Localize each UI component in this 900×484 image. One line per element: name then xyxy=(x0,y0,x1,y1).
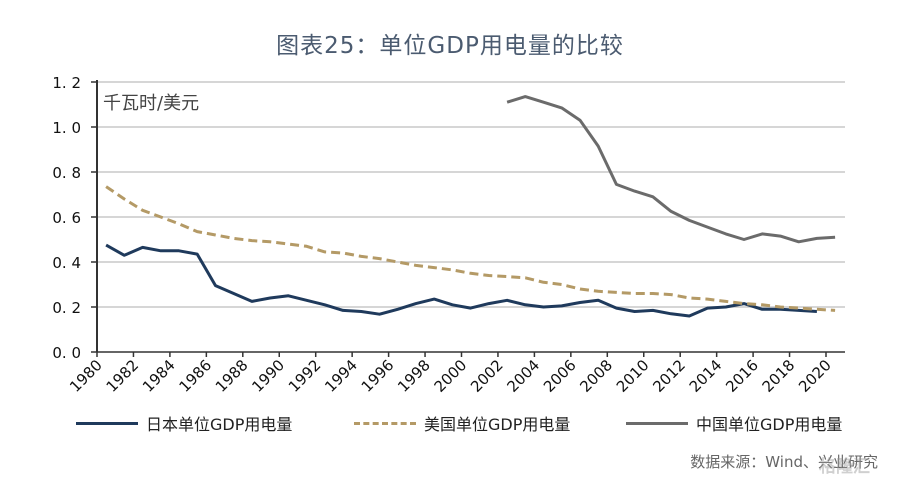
watermark: 格隆汇 xyxy=(819,457,870,477)
axes xyxy=(91,80,845,357)
x-tick-label: 2010 xyxy=(613,356,653,396)
legend-item-us[interactable]: 美国单位GDP用电量 xyxy=(354,411,570,435)
legend-item-japan[interactable]: 日本单位GDP用电量 xyxy=(76,411,292,435)
x-tick-label: 1980 xyxy=(66,356,106,396)
y-tick-label: 0. 2 xyxy=(52,299,81,317)
series-line-japan xyxy=(105,243,817,318)
x-tick-label: 2000 xyxy=(431,356,471,396)
legend-swatch-japan xyxy=(76,421,138,425)
y-tick-label: 1. 0 xyxy=(52,119,81,137)
gridlines xyxy=(97,81,845,308)
legend-swatch-china xyxy=(626,421,688,425)
x-tick-label: 1996 xyxy=(358,356,398,396)
x-tick-label: 2006 xyxy=(540,356,580,396)
x-tick-label: 2012 xyxy=(649,356,689,396)
x-tick-label: 2016 xyxy=(722,356,762,396)
y-tick-label: 0. 8 xyxy=(52,164,81,182)
y-tick-label: 0. 4 xyxy=(52,254,81,272)
x-tick-label: 1990 xyxy=(248,356,288,396)
x-tick-labels: 1980198219841986198819901992199419961998… xyxy=(66,356,835,396)
x-tick-label: 2020 xyxy=(795,356,835,396)
legend-label-japan: 日本单位GDP用电量 xyxy=(146,415,293,434)
x-tick-label: 1988 xyxy=(212,356,252,396)
x-tick-label: 2004 xyxy=(503,356,543,396)
x-tick-label: 2002 xyxy=(467,356,507,396)
x-tick-label: 1984 xyxy=(139,356,179,396)
x-tick-label: 2018 xyxy=(759,356,799,396)
chart-title: 图表25：单位GDP用电量的比较 xyxy=(276,33,624,59)
x-tick-label: 1994 xyxy=(321,356,361,396)
x-tick-label: 1982 xyxy=(103,356,143,396)
y-tick-labels: 0. 0 0. 2 0. 4 0. 6 0. 8 1. 0 1. 2 xyxy=(52,74,81,362)
x-tick-label: 2014 xyxy=(686,356,726,396)
legend-item-china[interactable]: 中国单位GDP用电量 xyxy=(626,411,842,435)
x-tick-label: 1998 xyxy=(394,356,434,396)
x-tick-label: 1992 xyxy=(285,356,325,396)
source-note: 数据来源：Wind、兴业研究 xyxy=(690,453,878,471)
series-line-us xyxy=(105,185,836,312)
legend-label-us: 美国单位GDP用电量 xyxy=(424,415,571,434)
y-tick-label: 1. 2 xyxy=(52,74,81,92)
x-tick-label: 2008 xyxy=(576,356,616,396)
y-tick-label: 0. 0 xyxy=(52,344,81,362)
line-chart: 0. 00. 20. 40. 60. 81. 01. 2 19801982198… xyxy=(52,74,845,396)
x-tick-label: 1986 xyxy=(175,356,215,396)
legend-label-china: 中国单位GDP用电量 xyxy=(696,415,843,434)
series-line-china xyxy=(506,95,836,244)
y-tick-label: 0. 6 xyxy=(52,209,81,227)
series-lines xyxy=(105,95,836,318)
unit-label: 千瓦时/美元 xyxy=(103,93,199,114)
legend: 日本单位GDP用电量 美国单位GDP用电量 中国单位GDP用电量 xyxy=(0,411,900,437)
legend-swatch-us xyxy=(354,421,416,425)
